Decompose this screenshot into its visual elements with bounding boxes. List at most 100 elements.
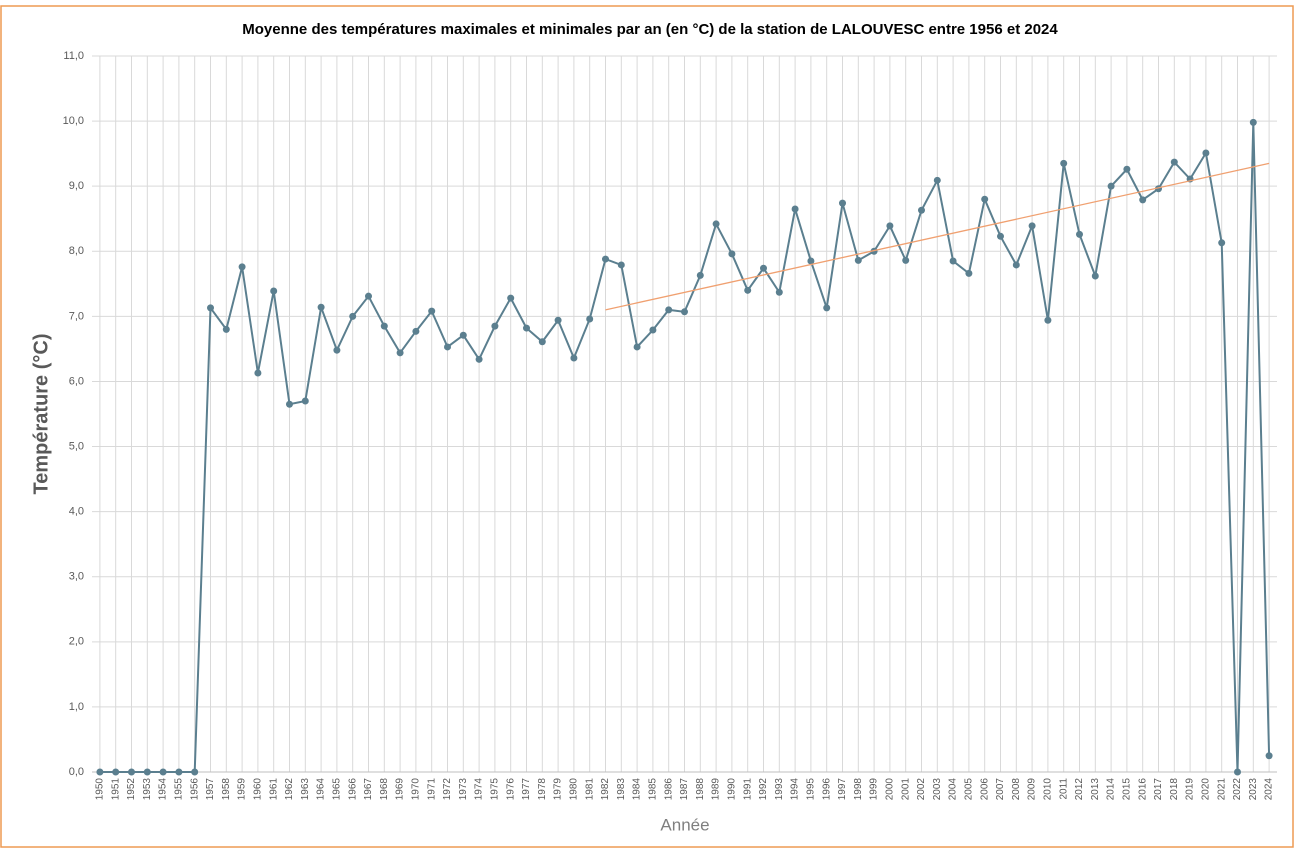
point bbox=[965, 269, 973, 277]
x-tick-label: 2005 bbox=[964, 778, 975, 801]
x-tick-label: 1998 bbox=[853, 778, 864, 801]
point bbox=[997, 232, 1004, 240]
point bbox=[538, 338, 546, 346]
point bbox=[981, 195, 989, 203]
x-tick-label: 1993 bbox=[774, 778, 785, 801]
point bbox=[902, 256, 910, 264]
x-tick-label: 2000 bbox=[885, 778, 896, 801]
x-tick-label: 1951 bbox=[110, 778, 121, 801]
x-tick-label: 1970 bbox=[411, 778, 422, 801]
point bbox=[1060, 159, 1068, 167]
point bbox=[238, 263, 246, 271]
point bbox=[301, 397, 309, 405]
x-tick-label: 1986 bbox=[663, 778, 674, 801]
y-tick-label: 10,0 bbox=[63, 115, 84, 127]
x-tick-label: 1957 bbox=[205, 778, 216, 801]
y-tick-label: 1,0 bbox=[69, 701, 84, 713]
point bbox=[1218, 239, 1226, 247]
x-tick-label: 1980 bbox=[569, 778, 580, 801]
point bbox=[112, 768, 120, 776]
point bbox=[475, 355, 483, 363]
point bbox=[649, 326, 657, 334]
point bbox=[523, 324, 530, 332]
x-tick-label: 1988 bbox=[695, 778, 706, 801]
x-tick-label: 2008 bbox=[1011, 778, 1022, 801]
point bbox=[317, 303, 325, 311]
point bbox=[839, 199, 846, 207]
point bbox=[933, 176, 941, 184]
point bbox=[870, 247, 878, 255]
x-tick-label: 1950 bbox=[95, 778, 106, 801]
point bbox=[791, 205, 799, 213]
point bbox=[1091, 272, 1099, 280]
x-tick-label: 2022 bbox=[1232, 778, 1243, 801]
x-tick-label: 2001 bbox=[900, 778, 911, 801]
point bbox=[207, 304, 214, 312]
x-tick-label: 1973 bbox=[458, 778, 469, 801]
x-tick-label: 2017 bbox=[1153, 778, 1164, 801]
x-tick-label: 1969 bbox=[395, 778, 406, 801]
y-tick-label: 7,0 bbox=[69, 310, 84, 322]
point bbox=[396, 349, 404, 357]
y-tick-label: 4,0 bbox=[69, 506, 84, 518]
x-tick-label: 1982 bbox=[600, 778, 611, 801]
y-tick-label: 3,0 bbox=[69, 571, 84, 583]
x-tick-label: 2004 bbox=[948, 778, 959, 801]
x-tick-label: 2013 bbox=[1090, 778, 1101, 801]
x-tick-label: 2024 bbox=[1264, 778, 1275, 801]
point bbox=[222, 325, 230, 333]
y-axis-label: Température (°C) bbox=[30, 334, 52, 495]
x-tick-label: 1999 bbox=[869, 778, 880, 801]
x-tick-label: 1992 bbox=[758, 778, 769, 801]
y-tick-label: 2,0 bbox=[69, 636, 84, 648]
x-tick-label: 1965 bbox=[332, 778, 343, 801]
x-tick-label: 1963 bbox=[300, 778, 311, 801]
x-tick-label: 1984 bbox=[632, 778, 643, 801]
x-tick-label: 2011 bbox=[1058, 778, 1069, 800]
point bbox=[1234, 768, 1241, 776]
x-tick-label: 2012 bbox=[1074, 778, 1085, 801]
x-tick-label: 1981 bbox=[584, 778, 595, 801]
x-tick-label: 2018 bbox=[1169, 778, 1180, 801]
x-tick-label: 2023 bbox=[1248, 778, 1259, 801]
x-axis-label: Année bbox=[660, 815, 709, 834]
x-tick-label: 1977 bbox=[521, 778, 532, 801]
x-tick-label: 2007 bbox=[995, 778, 1006, 801]
point bbox=[696, 271, 704, 279]
point bbox=[96, 768, 104, 776]
x-tick-label: 2021 bbox=[1216, 778, 1227, 801]
point bbox=[507, 294, 515, 302]
point bbox=[1107, 182, 1115, 190]
x-tick-label: 1968 bbox=[379, 778, 390, 801]
x-tick-label: 1954 bbox=[158, 778, 169, 801]
x-tick-label: 1976 bbox=[505, 778, 516, 801]
x-tick-label: 1983 bbox=[616, 778, 627, 801]
x-tick-label: 1953 bbox=[142, 778, 153, 801]
x-tick-label: 1955 bbox=[174, 778, 185, 801]
point bbox=[633, 343, 641, 351]
point bbox=[807, 257, 815, 265]
point bbox=[459, 331, 467, 339]
y-tick-label: 0,0 bbox=[69, 766, 84, 778]
point bbox=[586, 315, 594, 323]
x-tick-label: 1997 bbox=[837, 778, 848, 801]
point bbox=[1265, 752, 1273, 760]
point bbox=[570, 354, 578, 362]
x-tick-label: 2010 bbox=[1043, 778, 1054, 801]
x-tick-label: 2002 bbox=[916, 778, 927, 801]
x-tick-label: 2009 bbox=[1027, 778, 1038, 801]
point bbox=[949, 257, 957, 265]
point bbox=[380, 322, 388, 330]
point bbox=[554, 316, 562, 324]
point bbox=[665, 306, 673, 314]
x-tick-label: 1990 bbox=[727, 778, 738, 801]
x-tick-label: 1959 bbox=[237, 778, 248, 801]
point bbox=[428, 307, 436, 315]
point bbox=[854, 256, 862, 264]
x-tick-label: 1956 bbox=[189, 778, 200, 801]
x-tick-label: 1972 bbox=[442, 778, 453, 801]
point bbox=[128, 768, 135, 776]
point bbox=[744, 286, 752, 294]
x-tick-label: 1979 bbox=[553, 778, 564, 801]
